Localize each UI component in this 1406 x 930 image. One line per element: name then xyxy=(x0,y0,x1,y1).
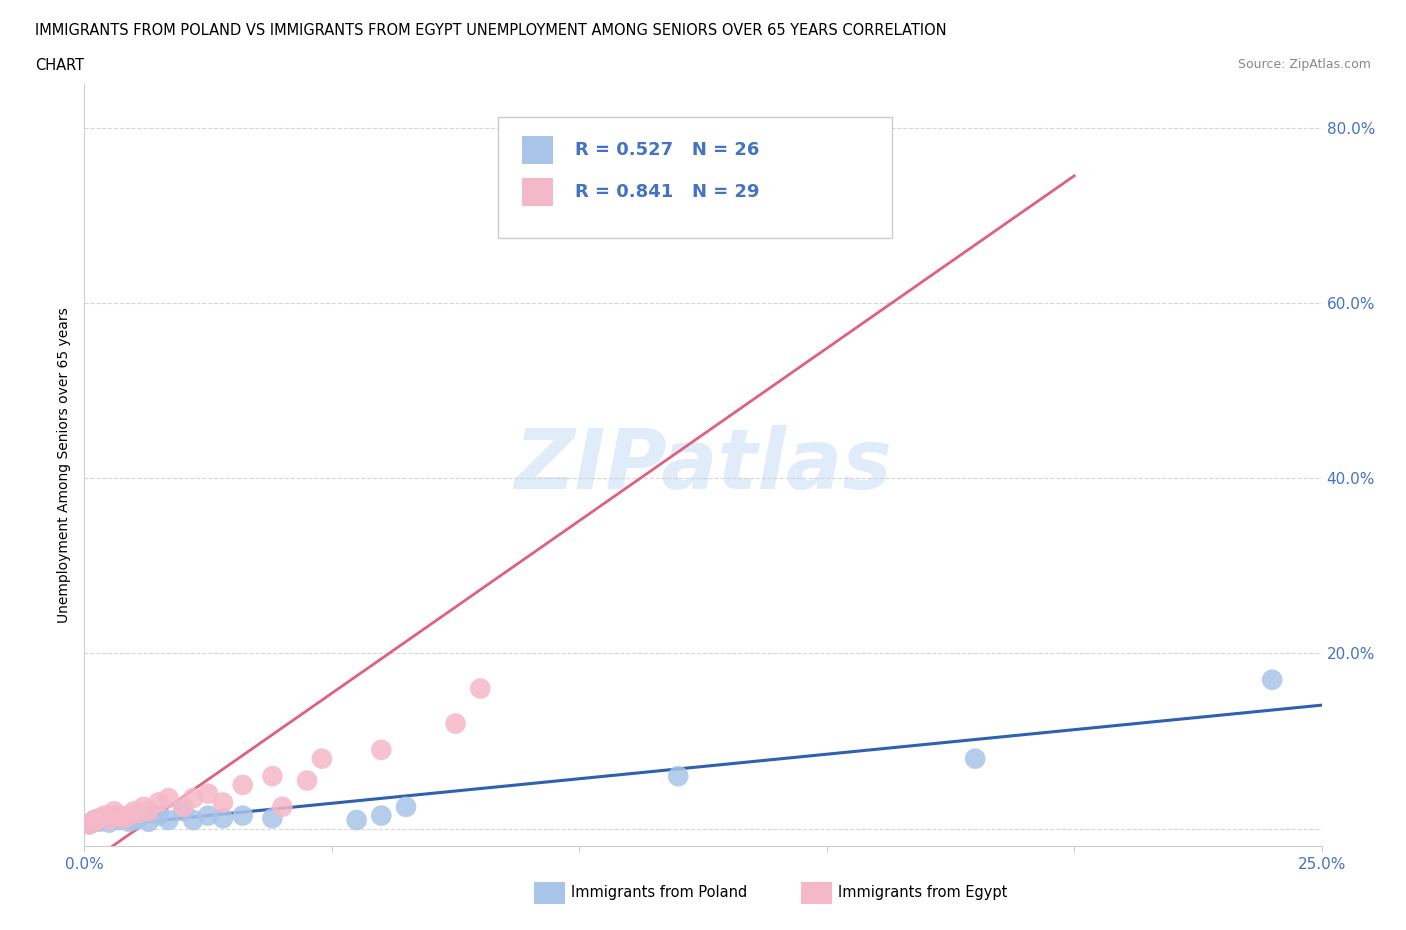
Point xyxy=(112,811,135,826)
Point xyxy=(157,813,180,828)
Point xyxy=(118,808,141,823)
Point xyxy=(122,804,145,818)
Text: R = 0.527   N = 26: R = 0.527 N = 26 xyxy=(575,140,759,159)
Point xyxy=(83,813,105,828)
Point xyxy=(370,742,392,757)
Point xyxy=(172,800,194,815)
Point xyxy=(1261,672,1284,687)
Point xyxy=(232,808,254,823)
Point xyxy=(395,800,418,815)
Point xyxy=(666,769,689,784)
Point xyxy=(98,816,121,830)
Point xyxy=(98,813,121,828)
Point xyxy=(103,804,125,818)
Point xyxy=(148,808,170,823)
Point xyxy=(157,790,180,805)
Text: Immigrants from Poland: Immigrants from Poland xyxy=(571,885,747,900)
Point xyxy=(108,808,131,823)
Point xyxy=(93,811,115,826)
Point xyxy=(79,817,101,831)
Point xyxy=(83,813,105,828)
Text: Immigrants from Egypt: Immigrants from Egypt xyxy=(838,885,1007,900)
Point xyxy=(112,811,135,826)
Point xyxy=(470,681,492,696)
Point xyxy=(232,777,254,792)
Point xyxy=(89,815,111,830)
Point xyxy=(148,795,170,810)
Point xyxy=(122,813,145,828)
Y-axis label: Unemployment Among Seniors over 65 years: Unemployment Among Seniors over 65 years xyxy=(58,307,72,623)
Point xyxy=(79,817,101,831)
Point xyxy=(271,800,294,815)
Point xyxy=(262,811,284,826)
Point xyxy=(197,786,219,801)
Point xyxy=(444,716,467,731)
Point xyxy=(181,813,204,828)
Point xyxy=(103,808,125,823)
Point xyxy=(108,813,131,828)
Point xyxy=(311,751,333,766)
Text: R = 0.841   N = 29: R = 0.841 N = 29 xyxy=(575,182,759,201)
Point xyxy=(295,773,318,788)
Text: Source: ZipAtlas.com: Source: ZipAtlas.com xyxy=(1237,58,1371,71)
Point xyxy=(717,155,740,170)
Point xyxy=(89,811,111,826)
Point xyxy=(128,811,150,826)
Point xyxy=(212,811,235,826)
Point xyxy=(346,813,368,828)
Point xyxy=(262,769,284,784)
Point xyxy=(138,815,160,830)
Point xyxy=(118,815,141,830)
Point xyxy=(83,815,105,830)
Text: IMMIGRANTS FROM POLAND VS IMMIGRANTS FROM EGYPT UNEMPLOYMENT AMONG SENIORS OVER : IMMIGRANTS FROM POLAND VS IMMIGRANTS FRO… xyxy=(35,23,946,38)
Point xyxy=(212,795,235,810)
Point xyxy=(172,804,194,818)
Text: ZIPatlas: ZIPatlas xyxy=(515,424,891,506)
Point xyxy=(128,805,150,820)
Point xyxy=(181,790,204,805)
Point xyxy=(370,808,392,823)
Point xyxy=(138,804,160,818)
Point xyxy=(132,800,155,815)
Point xyxy=(965,751,987,766)
Text: CHART: CHART xyxy=(35,58,84,73)
Point xyxy=(197,808,219,823)
Point xyxy=(93,808,115,823)
